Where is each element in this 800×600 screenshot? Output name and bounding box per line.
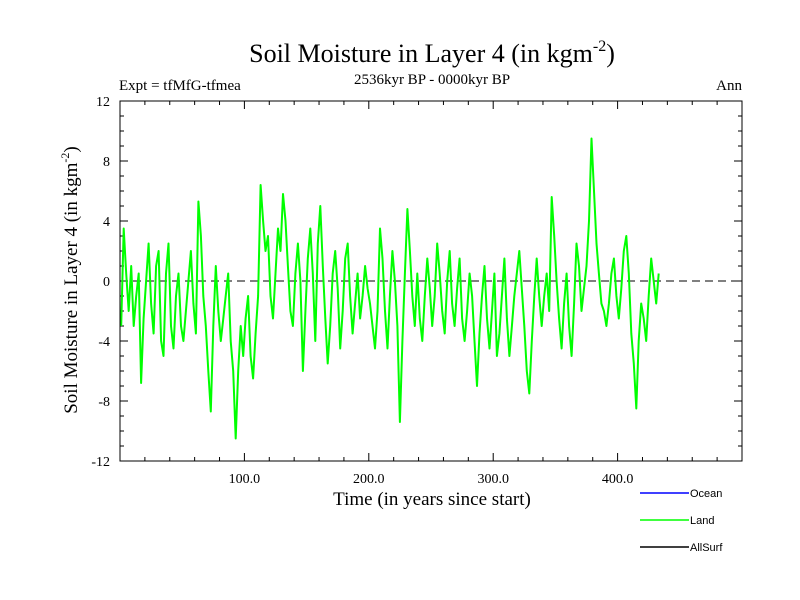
series-land-line bbox=[120, 137, 660, 440]
y-tick-label: 0 bbox=[103, 275, 110, 290]
legend-label-allsurf: AllSurf bbox=[690, 542, 723, 554]
y-axis-ticks: 12 8 4 0 -4 -8 -12 bbox=[91, 95, 742, 470]
chart-title: Soil Moisture in Layer 4 (in kgm-2) bbox=[249, 38, 615, 68]
y-tick-label: -8 bbox=[98, 395, 110, 410]
x-tick-label: 100.0 bbox=[229, 472, 261, 487]
plot-frame bbox=[119, 100, 743, 462]
y-tick-label: 4 bbox=[103, 215, 110, 230]
legend-label-ocean: Ocean bbox=[690, 488, 722, 500]
x-tick-label: 300.0 bbox=[477, 472, 509, 487]
subtitle-left: Expt = tfMfG-tfmea bbox=[119, 78, 241, 94]
subtitle-right: Ann bbox=[716, 78, 742, 94]
y-tick-label: -4 bbox=[98, 335, 110, 350]
legend: Ocean Land AllSurf bbox=[640, 488, 723, 554]
subtitle-center: 2536kyr BP - 0000kyr BP bbox=[354, 72, 510, 88]
x-axis-ticks: 100.0 200.0 300.0 400.0 bbox=[144, 101, 718, 487]
x-tick-label: 200.0 bbox=[353, 472, 385, 487]
y-tick-label: 8 bbox=[103, 155, 110, 170]
x-tick-label: 400.0 bbox=[602, 472, 634, 487]
legend-label-land: Land bbox=[690, 515, 714, 527]
y-tick-label: -12 bbox=[91, 455, 110, 470]
y-tick-label: 12 bbox=[96, 95, 110, 110]
y-axis-label: Soil Moisture in Layer 4 (in kgm-2) bbox=[58, 146, 82, 414]
x-axis-label: Time (in years since start) bbox=[333, 489, 531, 510]
